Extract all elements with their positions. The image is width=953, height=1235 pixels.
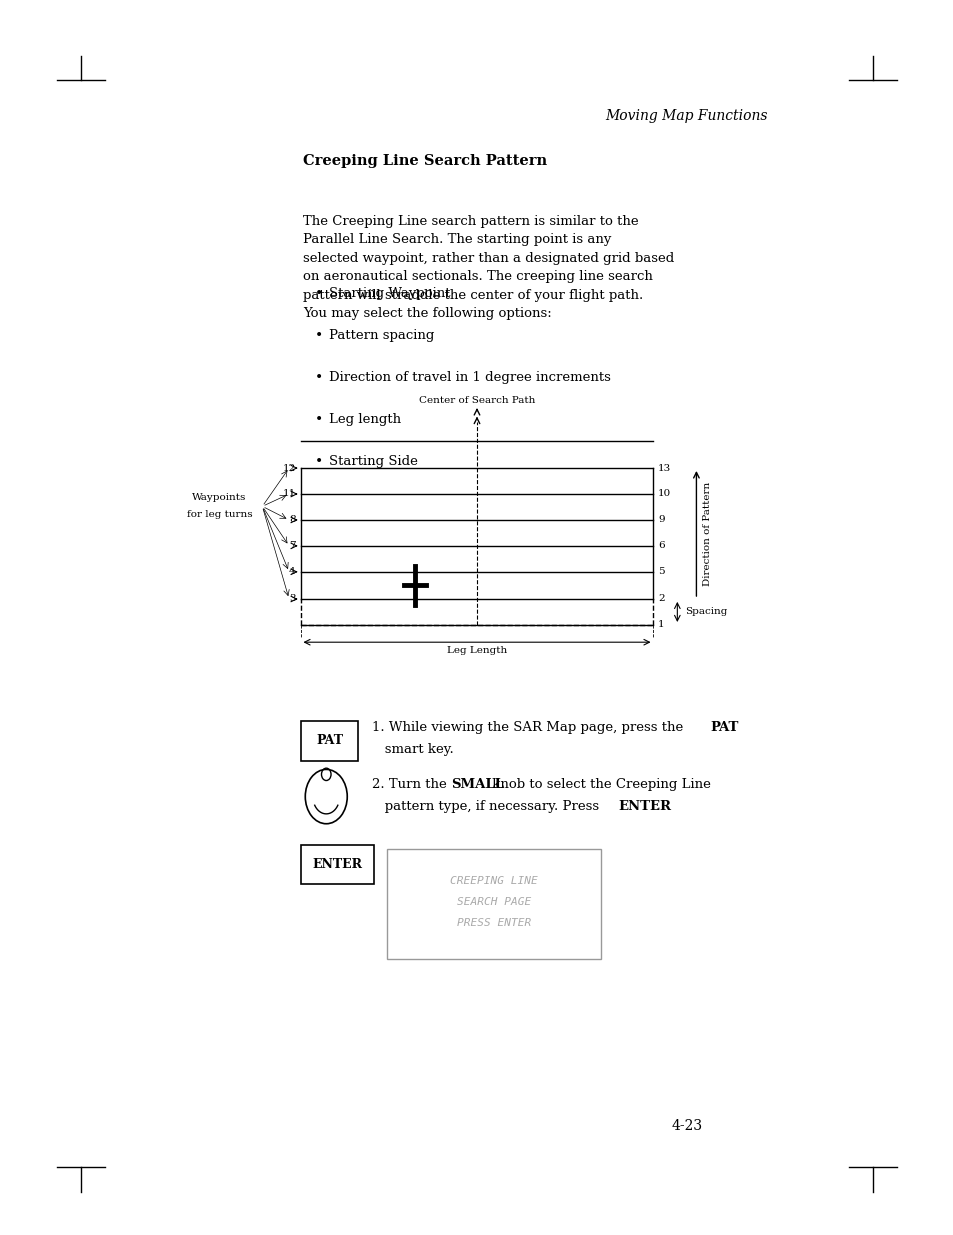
Text: 8: 8 xyxy=(289,515,295,525)
Text: 5: 5 xyxy=(658,567,664,577)
Text: Direction of travel in 1 degree increments: Direction of travel in 1 degree incremen… xyxy=(329,372,610,384)
Text: The Creeping Line search pattern is similar to the
Parallel Line Search. The sta: The Creeping Line search pattern is simi… xyxy=(303,215,674,320)
Text: knob to select the Creeping Line: knob to select the Creeping Line xyxy=(488,778,711,790)
FancyBboxPatch shape xyxy=(387,850,600,958)
Text: 11: 11 xyxy=(282,489,295,499)
Text: Leg length: Leg length xyxy=(329,414,401,426)
Text: PAT: PAT xyxy=(710,721,739,734)
Text: Starting Side: Starting Side xyxy=(329,456,417,468)
Text: PRESS ENTER: PRESS ENTER xyxy=(456,918,531,927)
Text: •: • xyxy=(314,287,323,301)
Text: 9: 9 xyxy=(658,515,664,525)
Text: 2: 2 xyxy=(658,594,664,604)
Text: ENTER: ENTER xyxy=(618,800,671,813)
Text: Waypoints: Waypoints xyxy=(193,493,246,503)
Text: SMALL: SMALL xyxy=(451,778,503,790)
Text: SEARCH PAGE: SEARCH PAGE xyxy=(456,897,531,906)
Text: Pattern spacing: Pattern spacing xyxy=(329,330,434,342)
Text: CREEPING LINE: CREEPING LINE xyxy=(450,876,537,885)
Text: 4-23: 4-23 xyxy=(671,1119,701,1134)
Text: Spacing: Spacing xyxy=(684,608,726,616)
Text: 7: 7 xyxy=(289,541,295,551)
Text: Creeping Line Search Pattern: Creeping Line Search Pattern xyxy=(303,153,547,168)
Text: pattern type, if necessary. Press: pattern type, if necessary. Press xyxy=(372,800,603,813)
Text: 3: 3 xyxy=(289,594,295,604)
Text: 4: 4 xyxy=(289,567,295,577)
Text: Starting Waypoint: Starting Waypoint xyxy=(329,288,450,300)
Text: PAT: PAT xyxy=(315,735,343,747)
Text: •: • xyxy=(314,412,323,427)
FancyBboxPatch shape xyxy=(301,845,374,884)
Text: Direction of Pattern: Direction of Pattern xyxy=(702,482,712,585)
Text: Moving Map Functions: Moving Map Functions xyxy=(605,109,767,124)
Text: 1. While viewing the SAR Map page, press the: 1. While viewing the SAR Map page, press… xyxy=(372,721,687,734)
Text: 12: 12 xyxy=(282,463,295,473)
Text: 10: 10 xyxy=(658,489,671,499)
Text: Center of Search Path: Center of Search Path xyxy=(418,396,535,405)
Text: •: • xyxy=(314,370,323,385)
Text: Leg Length: Leg Length xyxy=(446,646,507,655)
Text: 1: 1 xyxy=(658,620,664,630)
Text: 6: 6 xyxy=(658,541,664,551)
Text: .: . xyxy=(655,800,659,813)
Text: ENTER: ENTER xyxy=(313,858,362,871)
Text: •: • xyxy=(314,329,323,343)
Text: •: • xyxy=(314,454,323,469)
Text: 13: 13 xyxy=(658,463,671,473)
FancyBboxPatch shape xyxy=(301,721,357,761)
Text: smart key.: smart key. xyxy=(372,743,454,756)
Text: 2. Turn the: 2. Turn the xyxy=(372,778,451,790)
Text: for leg turns: for leg turns xyxy=(187,510,252,520)
